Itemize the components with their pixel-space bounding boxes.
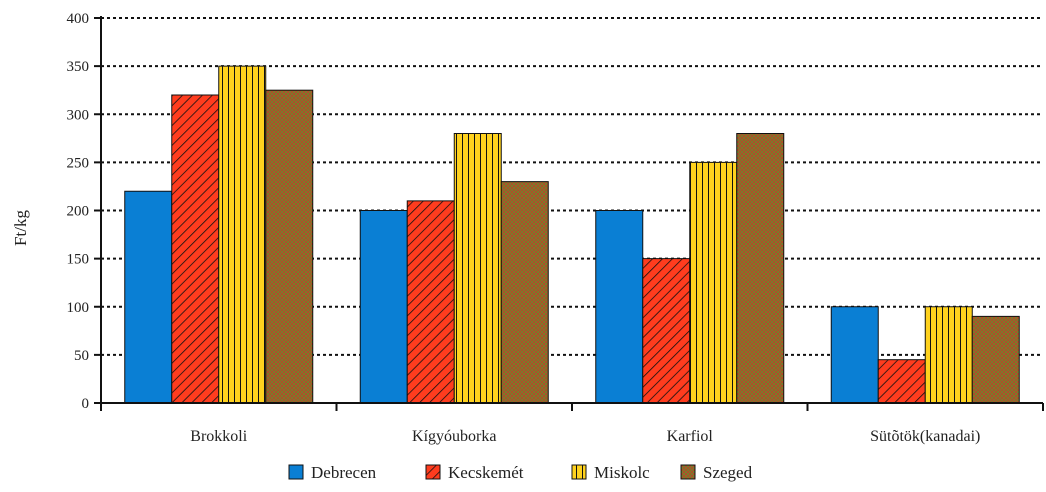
bar-kecskemét-4 [877, 359, 926, 404]
bar-szeged-3 [736, 133, 785, 404]
y-tick-label-150: 150 [67, 252, 90, 268]
legend-label-miskolc: Miskolc [594, 463, 650, 482]
legend-label-debrecen: Debrecen [311, 463, 377, 482]
bar-kecskemét-1 [171, 94, 220, 404]
y-tick-label-300: 300 [67, 107, 90, 123]
bar-miskolc-3 [689, 161, 738, 404]
legend-label-kecskemét: Kecskemét [448, 463, 524, 482]
bar-miskolc-2 [453, 133, 502, 404]
x-category-labels: Brokkoli Kígyóuborka Karfiol Sütõtök(kanada… [190, 428, 980, 445]
category-label-1: Brokkoli [190, 428, 247, 445]
y-tick-label-50: 50 [74, 348, 89, 364]
legend-swatch-miskolc [571, 464, 587, 480]
category-label-2: Kígyóuborka [412, 428, 496, 445]
y-tick-label-350: 350 [67, 59, 90, 75]
bar-miskolc-1 [218, 65, 267, 404]
bar-debrecen-4 [830, 306, 879, 404]
category-label-3: Karfiol [667, 428, 714, 445]
y-tick-label-250: 250 [67, 155, 90, 171]
bar-debrecen-3 [595, 210, 644, 404]
bar-debrecen-2 [359, 210, 408, 404]
legend-label-szeged: Szeged [703, 463, 753, 482]
bar-szeged-4 [971, 315, 1020, 404]
bar-debrecen-1 [124, 190, 173, 404]
bar-szeged-2 [500, 181, 549, 404]
y-tick-label-0: 0 [82, 396, 90, 412]
bar-miskolc-4 [924, 306, 973, 404]
bar-kecskemét-3 [642, 258, 691, 404]
legend-swatch-kecskemét [425, 464, 441, 480]
y-tick-labels: 0 50 100 150 200 250 300 350 400 [67, 11, 90, 412]
legend-swatch-debrecen [288, 464, 304, 480]
category-label-4: Sütõtök(kanadai) [870, 428, 980, 445]
bar-kecskemét-2 [406, 200, 455, 404]
legend: Debrecen Kecskemét Miskolc Szeged [288, 463, 753, 482]
bars [124, 65, 1020, 404]
bar-szeged-1 [265, 89, 314, 404]
axes [94, 16, 1044, 411]
y-tick-label-200: 200 [67, 204, 90, 220]
y-tick-label-100: 100 [67, 300, 90, 316]
y-tick-label-400: 400 [67, 11, 90, 27]
y-axis-title: Ft/kg [11, 210, 30, 246]
legend-swatch-szeged [680, 464, 696, 480]
